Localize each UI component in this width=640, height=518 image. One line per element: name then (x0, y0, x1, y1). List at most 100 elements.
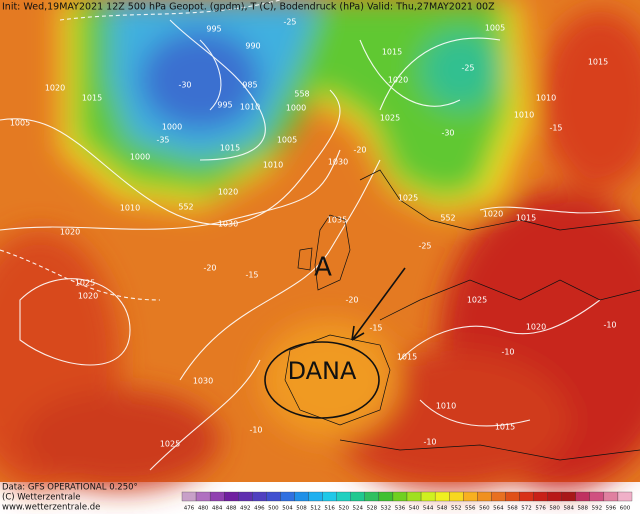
scale-label: 496 (254, 506, 265, 512)
scale-label: 556 (465, 506, 476, 512)
scale-swatch (378, 491, 394, 502)
scale-label: 516 (324, 506, 335, 512)
scale-label: 580 (549, 506, 560, 512)
contour-label: 995 (217, 101, 232, 110)
scale-swatch (209, 491, 225, 502)
scale-label: 520 (338, 506, 349, 512)
scale-swatch (350, 491, 365, 502)
contour-label: 1000 (130, 153, 150, 162)
scale-swatch (406, 491, 422, 502)
contour-label: -35 (156, 136, 169, 145)
scale-swatch (280, 491, 295, 502)
contour-label: -25 (283, 18, 296, 27)
contour-label: 1000 (162, 123, 182, 132)
contour-label: 1020 (60, 228, 80, 237)
contour-label: 1025 (160, 440, 180, 449)
contour-label: 1020 (78, 292, 98, 301)
contour-label: -30 (178, 81, 191, 90)
scale-swatch (547, 491, 562, 502)
scale-swatch (308, 491, 323, 502)
scale-label: 572 (521, 506, 532, 512)
contour-label: 1015 (397, 353, 417, 362)
contour-label: 1020 (483, 210, 503, 219)
contour-label: 1025 (380, 114, 400, 123)
scale-label: 588 (578, 506, 589, 512)
contour-label: 1005 (277, 136, 297, 145)
contour-label: 1030 (193, 377, 213, 386)
scale-swatch (181, 491, 197, 502)
scale-label: 540 (409, 506, 420, 512)
scale-label: 544 (423, 506, 434, 512)
contour-label: -20 (203, 264, 216, 273)
scale-swatch (519, 491, 534, 502)
scale-swatch (589, 491, 605, 502)
scale-swatch (392, 491, 408, 502)
scale-label: 548 (437, 506, 448, 512)
scale-swatch (505, 491, 520, 502)
contour-label: 990 (245, 42, 260, 51)
scale-swatch (491, 491, 506, 502)
contour-label: 1010 (536, 94, 556, 103)
scale-label: 564 (493, 506, 504, 512)
contour-label: 1015 (516, 214, 536, 223)
contour-label: -10 (249, 426, 262, 435)
scale-label: 480 (198, 506, 209, 512)
contours (0, 0, 621, 471)
scale-label: 492 (240, 506, 251, 512)
scale-label: 488 (226, 506, 237, 512)
scale-label: 584 (563, 506, 574, 512)
scale-swatch (477, 491, 492, 502)
scale-swatch (336, 491, 351, 502)
scale-swatch (603, 491, 619, 502)
color-scale: 476 480 484 488 492 496 500 504 508 512 516 520 524 5… (181, 491, 633, 512)
contour-label: 1010 (263, 161, 283, 170)
scale-label: 508 (296, 506, 307, 512)
contour-label: -25 (418, 242, 431, 251)
scale-label: 500 (268, 506, 279, 512)
arrow (351, 267, 406, 341)
scale-swatch (266, 491, 281, 502)
scale-label: 504 (282, 506, 293, 512)
scale-swatch (561, 491, 576, 502)
contour-label: -15 (549, 124, 562, 133)
scale-label: 576 (535, 506, 546, 512)
contour-label: 1020 (45, 84, 65, 93)
scale-swatch (463, 491, 478, 502)
contour-label: 1010 (240, 103, 260, 112)
contour-label: -20 (345, 296, 358, 305)
coastlines (284, 169, 640, 461)
contour-label: -15 (369, 324, 382, 333)
scale-swatch (238, 491, 253, 502)
contour-label: 1015 (588, 58, 608, 67)
contour-label: -25 (461, 64, 474, 73)
scale-swatch (617, 491, 633, 502)
scale-label: 596 (606, 506, 617, 512)
contour-label: 1015 (382, 48, 402, 57)
scale-label: 528 (367, 506, 378, 512)
scale-swatch (252, 491, 267, 502)
contour-label: 995 (206, 25, 221, 34)
circle (264, 341, 380, 419)
scale-label: 592 (592, 506, 603, 512)
scale-label: 560 (479, 506, 490, 512)
scale-swatch (420, 491, 436, 502)
contour-label: 1015 (82, 94, 102, 103)
scale-label: 512 (310, 506, 321, 512)
contour-label: 552 (178, 203, 193, 212)
website: www.wetterzentrale.de (2, 503, 100, 513)
high-label: A (314, 253, 332, 283)
scale-label: 476 (184, 506, 195, 512)
contour-label: 1015 (220, 144, 240, 153)
contour-label: -10 (423, 438, 436, 447)
scale-label: 484 (212, 506, 223, 512)
contour-label: 1030 (218, 220, 238, 229)
scale-label: 536 (395, 506, 406, 512)
scale-swatch (195, 491, 211, 502)
contour-label: 1000 (286, 104, 306, 113)
contour-label: 1030 (328, 158, 348, 167)
scale-swatch (449, 491, 464, 502)
scale-label: 568 (507, 506, 518, 512)
contour-label: 558 (294, 90, 309, 99)
contour-label: 1025 (467, 296, 487, 305)
